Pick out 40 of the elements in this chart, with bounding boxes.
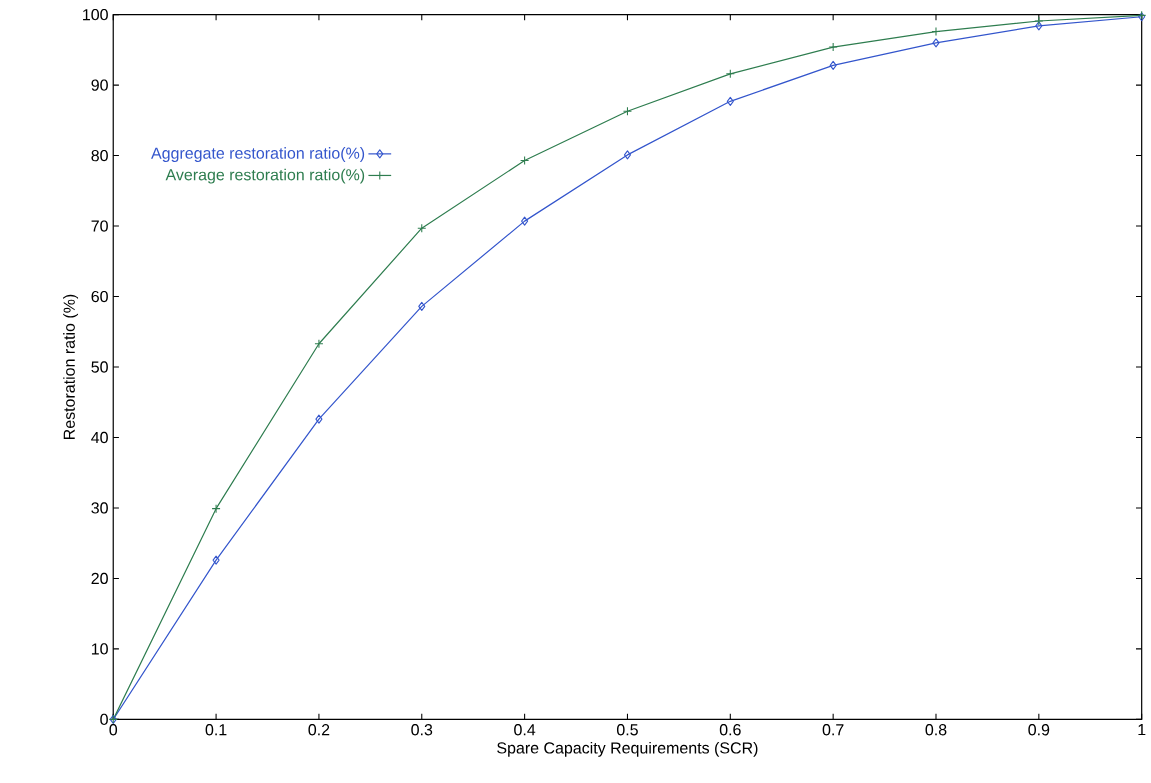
point (315, 414, 323, 424)
legend-label: Average restoration ratio(%) (165, 168, 365, 184)
y-tick-label: 40 (91, 431, 108, 443)
point (932, 38, 940, 48)
x-tick-label: 0.9 (1028, 723, 1050, 736)
x-tick-label: 0.3 (411, 723, 433, 736)
y-tick-label: 50 (91, 361, 108, 373)
point (1035, 21, 1043, 31)
point (623, 150, 631, 160)
y-tick-label: 0 (100, 713, 108, 725)
y-tick-label: 100 (83, 8, 108, 21)
y-tick-label: 10 (91, 643, 108, 655)
y-tick-label: 90 (91, 79, 108, 91)
point (829, 60, 837, 70)
y-tick-label: 20 (91, 572, 108, 584)
point (931, 26, 941, 36)
legend-label: Aggregate restoration ratio(%) (151, 146, 365, 162)
y-tick-label: 70 (91, 220, 108, 232)
x-tick-label: 0.5 (616, 723, 638, 736)
x-tick-label: 1 (1138, 723, 1146, 735)
point (521, 216, 529, 226)
x-tick-label: 0.2 (308, 723, 330, 736)
point (1034, 16, 1044, 26)
y-tick-label: 80 (91, 149, 108, 162)
point (212, 555, 220, 565)
x-tick-label: 0.7 (822, 723, 844, 736)
x-tick-label: 0 (109, 723, 118, 736)
point (418, 301, 426, 311)
y-tick-label: 60 (91, 290, 108, 303)
point (828, 42, 838, 52)
x-tick-label: 0.8 (925, 723, 947, 736)
point (314, 339, 324, 349)
point (211, 503, 221, 514)
x-tick-label: 0.1 (205, 723, 227, 736)
y-axis-title: Restoration ratio (%) (63, 294, 79, 439)
y-tick-label: 30 (91, 502, 108, 514)
x-tick-label: 0.4 (514, 723, 536, 736)
x-axis-title: Spare Capacity Requirements (SCR) (497, 741, 758, 757)
point (726, 96, 734, 106)
x-tick-label: 0.6 (719, 723, 741, 736)
